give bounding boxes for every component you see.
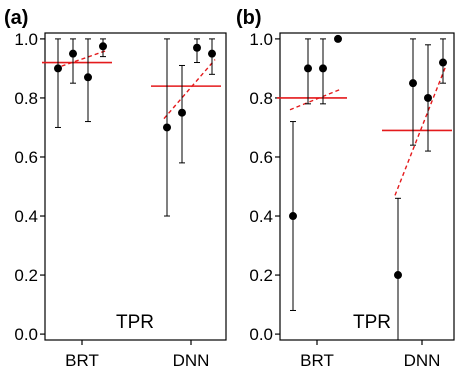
y-tick-label: 0.6 — [14, 148, 38, 167]
data-point — [334, 34, 342, 43]
x-tick-label: DNN — [404, 351, 441, 370]
data-point — [54, 64, 62, 73]
plot-frame — [279, 32, 455, 341]
x-tick-label: DNN — [173, 351, 210, 370]
plot-frame — [44, 32, 227, 341]
data-point — [163, 123, 171, 132]
trend-line — [163, 59, 216, 120]
panel-label: (a) — [4, 7, 28, 29]
trend-line — [394, 65, 447, 196]
data-point — [289, 212, 297, 221]
data-point — [394, 271, 402, 280]
annotation-label: TPR — [353, 312, 391, 333]
chart-panel-2: (b) 0.0 0.2 0.4 0.6 0.8 1.0 BRT DNN TPR — [236, 7, 455, 370]
y-tick-label: 0.4 — [249, 207, 273, 226]
trend-line — [289, 88, 342, 111]
y-tick-label: 0.8 — [14, 89, 38, 108]
data-point — [304, 64, 312, 73]
data-point — [409, 79, 417, 88]
data-point — [319, 64, 327, 73]
data-point — [439, 58, 447, 67]
y-tick-label: 1.0 — [249, 30, 273, 49]
data-point — [208, 49, 216, 58]
data-point — [84, 73, 92, 82]
y-tick-label: 0.0 — [249, 325, 273, 344]
y-tick-label: 0.8 — [249, 89, 273, 108]
data-point — [193, 43, 201, 52]
y-tick-label: 0.4 — [14, 207, 38, 226]
data-point — [69, 49, 77, 58]
x-tick-label: BRT — [65, 351, 99, 370]
data-point — [424, 93, 432, 102]
y-tick-label: 0.2 — [249, 266, 273, 285]
trend-line — [54, 50, 107, 70]
y-tick-label: 0.0 — [14, 325, 38, 344]
y-tick-label: 0.6 — [249, 148, 273, 167]
chart-panel-1: (a) 0.0 0.2 0.4 0.6 0.8 1.0 BRT DNN TPR — [4, 7, 227, 370]
data-point — [178, 108, 186, 117]
data-point — [99, 42, 107, 51]
annotation-label: TPR — [116, 312, 154, 333]
y-tick-label: 1.0 — [14, 30, 38, 49]
x-tick-label: BRT — [300, 351, 334, 370]
y-tick-label: 0.2 — [14, 266, 38, 285]
panel-label: (b) — [236, 7, 262, 29]
